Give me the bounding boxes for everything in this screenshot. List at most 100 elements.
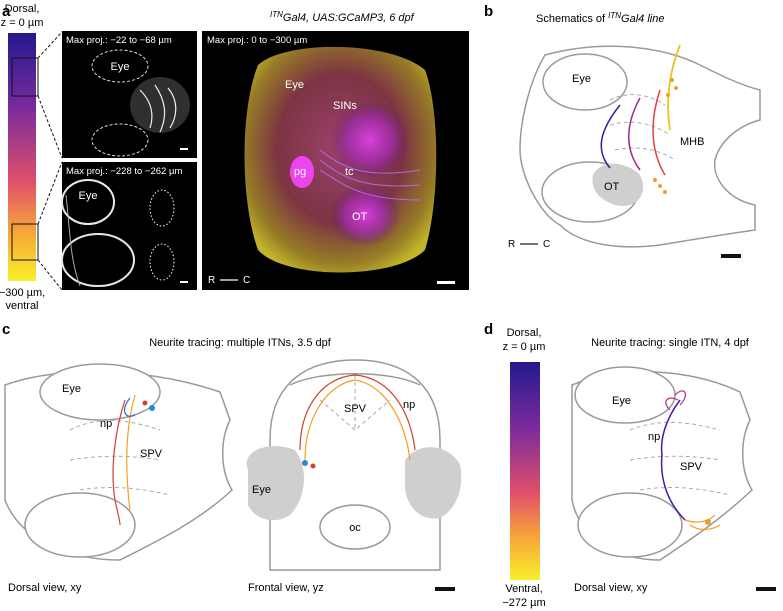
inset-bottom-ot-outline-2 [149, 243, 175, 281]
panel-b-neurite-4 [667, 44, 681, 131]
panel-c-dorsal-eye-bottom [24, 492, 136, 558]
inset-top-eye-outline-2 [91, 123, 149, 157]
panel-c-frontal-eye-label: Eye [252, 484, 271, 496]
inset-top-neurites [139, 84, 177, 133]
inset-top-eye-outline [91, 49, 149, 83]
main-sins-label: SINs [333, 100, 357, 112]
main-orientation-r: R [208, 275, 215, 286]
inset-bottom-eye-label: Eye [79, 190, 98, 202]
panel-a-title-sup: ITN [270, 10, 283, 19]
panel-c-dorsal-neurite-yellow [126, 394, 136, 511]
panel-d-regions [629, 422, 731, 496]
inset-bottom-outline [65, 194, 81, 287]
panel-b-title-sup: ITN [608, 11, 621, 20]
main-sins-blob [330, 100, 410, 180]
panel-c-frontal-spv-label: SPV [344, 403, 367, 415]
panel-d-soma [705, 519, 711, 525]
connector-4 [37, 259, 63, 291]
colorbar-a-top-box [11, 57, 39, 97]
panel-b-title-prefix: Schematics of [536, 13, 608, 25]
main-pg-blob [290, 156, 314, 188]
colorbar-d-bottom-1: Ventral, [505, 583, 542, 595]
panel-c-frontal-neurite-red [299, 374, 416, 451]
panel-d-neurite-main [660, 399, 686, 521]
panel-c-dorsal-regions [69, 420, 171, 496]
panel-c: c Neurite tracing: multiple ITNs, 3.5 dp… [2, 321, 462, 594]
panel-d: d Dorsal, z = 0 µm Ventral, −272 µm Neur… [484, 321, 776, 609]
inset-bottom-image [62, 162, 197, 290]
colorbar-d-bottom-2: −272 µm [502, 597, 545, 609]
panel-b-dashed-regions [609, 94, 676, 161]
panel-d-neurite-tuft [665, 390, 687, 411]
panel-c-frontal-neurite-yellow [304, 379, 411, 461]
connector-3 [37, 161, 63, 225]
main-scalebar [437, 281, 455, 284]
main-tc-label: tc [345, 166, 354, 178]
panel-b-ot-area [592, 163, 644, 206]
panel-a-title-rest: Gal4, UAS:GCaMP3, 6 dpf [283, 12, 415, 24]
panel-b-title-rest: Gal4 line [621, 13, 664, 25]
inset-top-scalebar [180, 148, 188, 150]
panel-c-dorsal-eye-top [39, 363, 161, 421]
panel-b-title: Schematics of ITNGal4 line [536, 11, 664, 25]
panel-b-neurite-2 [628, 97, 641, 171]
panel-c-frontal-outline [269, 359, 441, 571]
panel-c-frontal-view-label: Frontal view, yz [248, 582, 324, 594]
panel-b: b Schematics of ITNGal4 line Eye MHB OT … [484, 3, 761, 258]
panel-letter-c: c [2, 321, 10, 338]
panel-a: a ITNGal4, UAS:GCaMP3, 6 dpf Dorsal, z =… [0, 3, 469, 312]
panel-c-frontal-soma-blue [302, 460, 308, 466]
panel-c-dorsal-view-label: Dorsal view, xy [8, 582, 82, 594]
panel-d-eye-bottom [577, 492, 683, 558]
colorbar-a-bottom-1: −300 µm, [0, 287, 45, 299]
inset-bottom-eye-ring-2 [61, 233, 135, 287]
inset-top-brain-signal [130, 77, 190, 133]
panel-d-np-label: np [648, 431, 660, 443]
inset-bottom-scalebar [180, 281, 188, 283]
panel-d-view-label: Dorsal view, xy [574, 582, 648, 594]
panel-c-scalebar [435, 587, 455, 591]
colorbar-a-top-1: Dorsal, [5, 3, 40, 15]
panel-c-dorsal-soma-red [142, 400, 148, 406]
connector-1 [37, 31, 63, 59]
panel-b-eye-top [542, 53, 628, 111]
panel-b-ot-label: OT [604, 181, 620, 193]
colorbar-d-top-2: z = 0 µm [503, 341, 546, 353]
panel-c-dorsal-soma-blue [149, 405, 155, 411]
panel-c-dorsal-neurite-red [112, 399, 126, 526]
inset-bottom-ot-outline [149, 189, 175, 227]
panel-d-neurite-yellow [684, 514, 721, 531]
panel-b-neurite-1 [600, 104, 621, 169]
panel-d-scalebar [756, 587, 776, 591]
panel-c-frontal-soma-red [310, 463, 316, 469]
panel-b-orientation-c: C [543, 239, 550, 250]
panel-b-eye-label: Eye [572, 73, 591, 85]
inset-bottom-label: Max proj.: −228 to −262 µm [66, 166, 182, 177]
panel-letter-b: b [484, 3, 493, 20]
panel-b-somata [653, 78, 678, 194]
panel-b-head-outline [519, 45, 761, 248]
panel-c-dorsal-eye-label: Eye [62, 383, 81, 395]
main-ot-blob [329, 183, 401, 247]
colorbar-a-bottom-2: ventral [5, 300, 38, 312]
connector-2 [37, 95, 63, 159]
panel-c-dorsal-neurite-blue [123, 397, 136, 417]
panel-c-dorsal-np-label: np [100, 418, 112, 430]
main-eye-label: Eye [285, 79, 304, 91]
panel-d-spv-label: SPV [680, 461, 703, 473]
panel-c-frontal-oc [319, 504, 391, 550]
main-tc-fibers [319, 149, 421, 201]
panel-c-frontal-inner-arc [289, 373, 421, 386]
panel-letter-d: d [484, 321, 493, 338]
colorbar-d [510, 362, 540, 580]
panel-c-frontal-regions [319, 375, 391, 431]
panel-b-neurite-3 [652, 89, 666, 176]
panel-c-title: Neurite tracing: multiple ITNs, 3.5 dpf [149, 337, 332, 349]
colorbar-a [8, 33, 36, 281]
panel-c-frontal-oc-label: oc [349, 522, 361, 534]
main-image-label: Max proj.: 0 to −300 µm [207, 35, 307, 46]
colorbar-a-bottom-box [11, 223, 39, 261]
panel-b-scalebar [721, 254, 741, 258]
main-pg-label: pg [294, 166, 306, 178]
